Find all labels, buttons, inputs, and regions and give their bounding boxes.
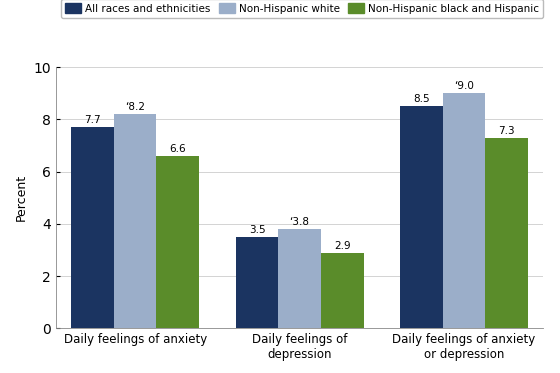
Bar <box>443 93 486 328</box>
Text: 7.3: 7.3 <box>498 126 515 136</box>
Y-axis label: Percent: Percent <box>15 174 28 221</box>
Text: ‘3.8: ‘3.8 <box>290 217 310 227</box>
Text: 2.9: 2.9 <box>334 241 351 251</box>
Bar <box>486 138 528 328</box>
Text: 3.5: 3.5 <box>249 225 265 235</box>
Bar <box>114 114 156 328</box>
Text: 7.7: 7.7 <box>84 115 101 125</box>
Text: 8.5: 8.5 <box>413 94 430 104</box>
Bar <box>236 237 278 328</box>
Bar <box>71 127 114 328</box>
Bar <box>156 156 199 328</box>
Text: 6.6: 6.6 <box>170 144 186 154</box>
Text: ‘8.2: ‘8.2 <box>125 102 145 112</box>
Text: ‘9.0: ‘9.0 <box>454 81 474 91</box>
Bar <box>321 253 363 328</box>
Bar <box>400 106 443 328</box>
Bar <box>278 229 321 328</box>
Legend: All races and ethnicities, Non-Hispanic white, Non-Hispanic black and Hispanic: All races and ethnicities, Non-Hispanic … <box>61 0 543 18</box>
